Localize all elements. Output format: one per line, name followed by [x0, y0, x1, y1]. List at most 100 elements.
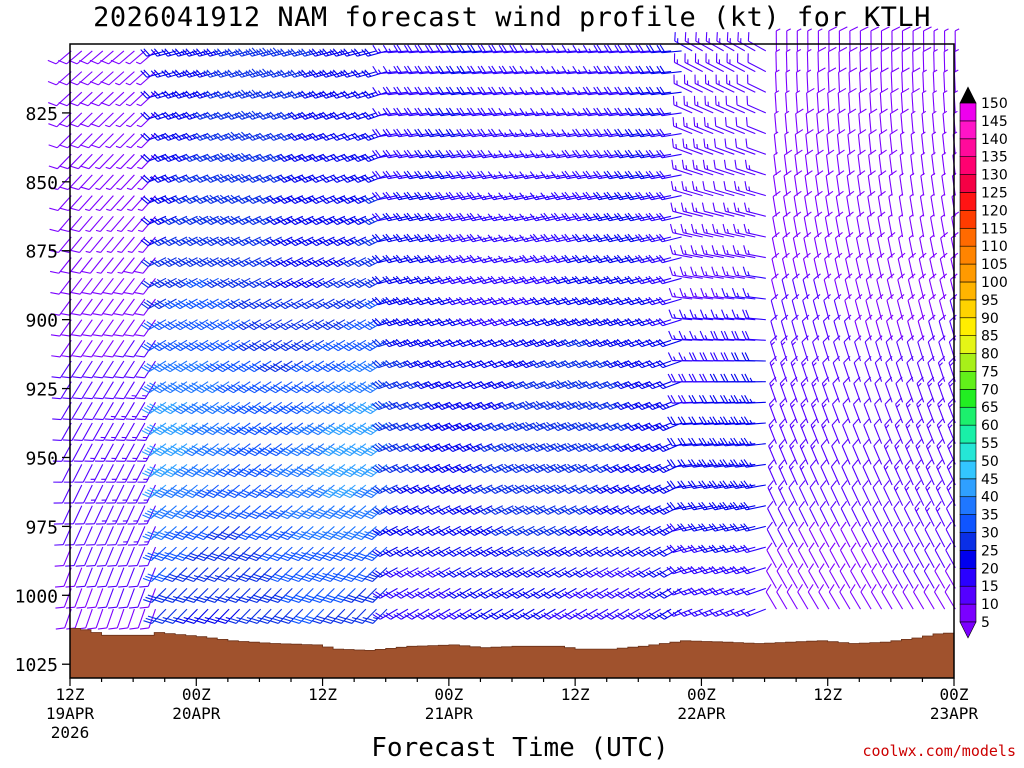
- wind-barb: [701, 245, 724, 259]
- wind-barb: [930, 172, 936, 196]
- wind-barb: [340, 277, 367, 289]
- wind-barb: [392, 443, 419, 453]
- wind-barb: [117, 505, 135, 525]
- wind-barb: [298, 257, 325, 268]
- wind-barb: [246, 381, 272, 394]
- wind-barb: [414, 525, 440, 536]
- wind-barb: [582, 254, 609, 264]
- wind-barb: [540, 463, 567, 474]
- wind-barb: [245, 153, 272, 162]
- wind-barb: [656, 149, 682, 159]
- wind-barb: [256, 298, 282, 310]
- wind-barb: [603, 525, 630, 536]
- wind-barb: [162, 381, 188, 394]
- wind-barb: [795, 69, 801, 93]
- wind-barb: [103, 319, 125, 337]
- wind-barb: [195, 567, 219, 582]
- wind-barb: [645, 317, 672, 327]
- wind-barb: [860, 563, 872, 589]
- wind-barb: [508, 255, 535, 264]
- wind-barb: [713, 159, 735, 176]
- wind-barb: [136, 402, 156, 421]
- wind-barb: [698, 501, 724, 511]
- wind-barb: [74, 484, 93, 504]
- wind-barb: [105, 112, 125, 128]
- wind-barb: [257, 422, 283, 436]
- wind-barb: [97, 608, 114, 630]
- colorbar-segment: [959, 371, 977, 390]
- colorbar-segment: [959, 478, 977, 498]
- wind-barb: [712, 181, 735, 197]
- wind-barb: [655, 275, 682, 285]
- wind-barb: [115, 71, 135, 86]
- wind-barb: [298, 360, 325, 373]
- wind-barb: [182, 174, 209, 183]
- wind-barb: [104, 360, 125, 379]
- wind-barb: [551, 525, 577, 536]
- wind-barb: [704, 95, 724, 114]
- wind-barb: [382, 546, 409, 557]
- wind-barb: [508, 171, 535, 180]
- wind-barb: [508, 192, 535, 201]
- wind-barb: [74, 464, 93, 483]
- wind-barb: [445, 546, 472, 557]
- wind-barb: [235, 48, 261, 57]
- wind-barb: [235, 173, 261, 183]
- colorbar-segment: [959, 460, 977, 480]
- wind-barb: [582, 546, 609, 557]
- wind-barb: [726, 32, 746, 52]
- wind-barb: [791, 314, 799, 341]
- wind-barb: [194, 463, 219, 478]
- wind-barb: [666, 501, 693, 511]
- wind-barb: [245, 174, 272, 183]
- wind-barb: [456, 587, 482, 599]
- wind-barb: [822, 314, 831, 341]
- wind-barb: [330, 360, 356, 373]
- wind-barb: [698, 523, 724, 532]
- wind-barb: [174, 546, 198, 562]
- wind-barb: [413, 212, 440, 222]
- wind-barb: [794, 129, 804, 155]
- wind-barb: [214, 236, 240, 247]
- wind-barb: [341, 401, 367, 415]
- wind-barb: [603, 546, 630, 557]
- wind-barb: [115, 422, 135, 441]
- wind-barb: [102, 277, 125, 295]
- wind-barb: [105, 133, 125, 149]
- wind-barb: [747, 53, 767, 73]
- wind-barb: [216, 567, 240, 582]
- wind-barb: [726, 74, 746, 93]
- wind-barb: [634, 254, 661, 264]
- x-tick-label: 12Z: [56, 685, 85, 704]
- wind-barb: [705, 32, 724, 52]
- wind-barb: [225, 339, 251, 352]
- wind-barb: [603, 443, 630, 453]
- wind-barb: [529, 442, 556, 453]
- wind-barb: [61, 339, 83, 358]
- wind-barb: [277, 195, 304, 204]
- wind-barb: [288, 339, 314, 352]
- wind-barb: [624, 275, 651, 285]
- wind-barb: [95, 195, 114, 212]
- wind-barb: [712, 202, 735, 217]
- wind-barb: [466, 170, 493, 180]
- wind-barb: [204, 360, 230, 373]
- wind-barb: [352, 505, 377, 520]
- wind-barb: [83, 402, 104, 421]
- wind-barb: [299, 401, 325, 415]
- wind-barb: [71, 298, 93, 316]
- wind-barb: [288, 381, 314, 394]
- wind-barb: [434, 422, 461, 432]
- wind-barb: [777, 480, 788, 506]
- wind-barb: [192, 48, 219, 57]
- wind-barb: [350, 48, 377, 57]
- wind-barb: [445, 191, 472, 201]
- wind-barb: [747, 74, 767, 93]
- wind-barb: [646, 608, 672, 620]
- wind-barb: [66, 608, 83, 630]
- credit-link[interactable]: coolwx.com/models: [862, 742, 1016, 760]
- wind-barb: [942, 90, 948, 113]
- wind-barb: [805, 129, 814, 155]
- wind-barb: [371, 212, 398, 222]
- wind-barb: [684, 32, 703, 52]
